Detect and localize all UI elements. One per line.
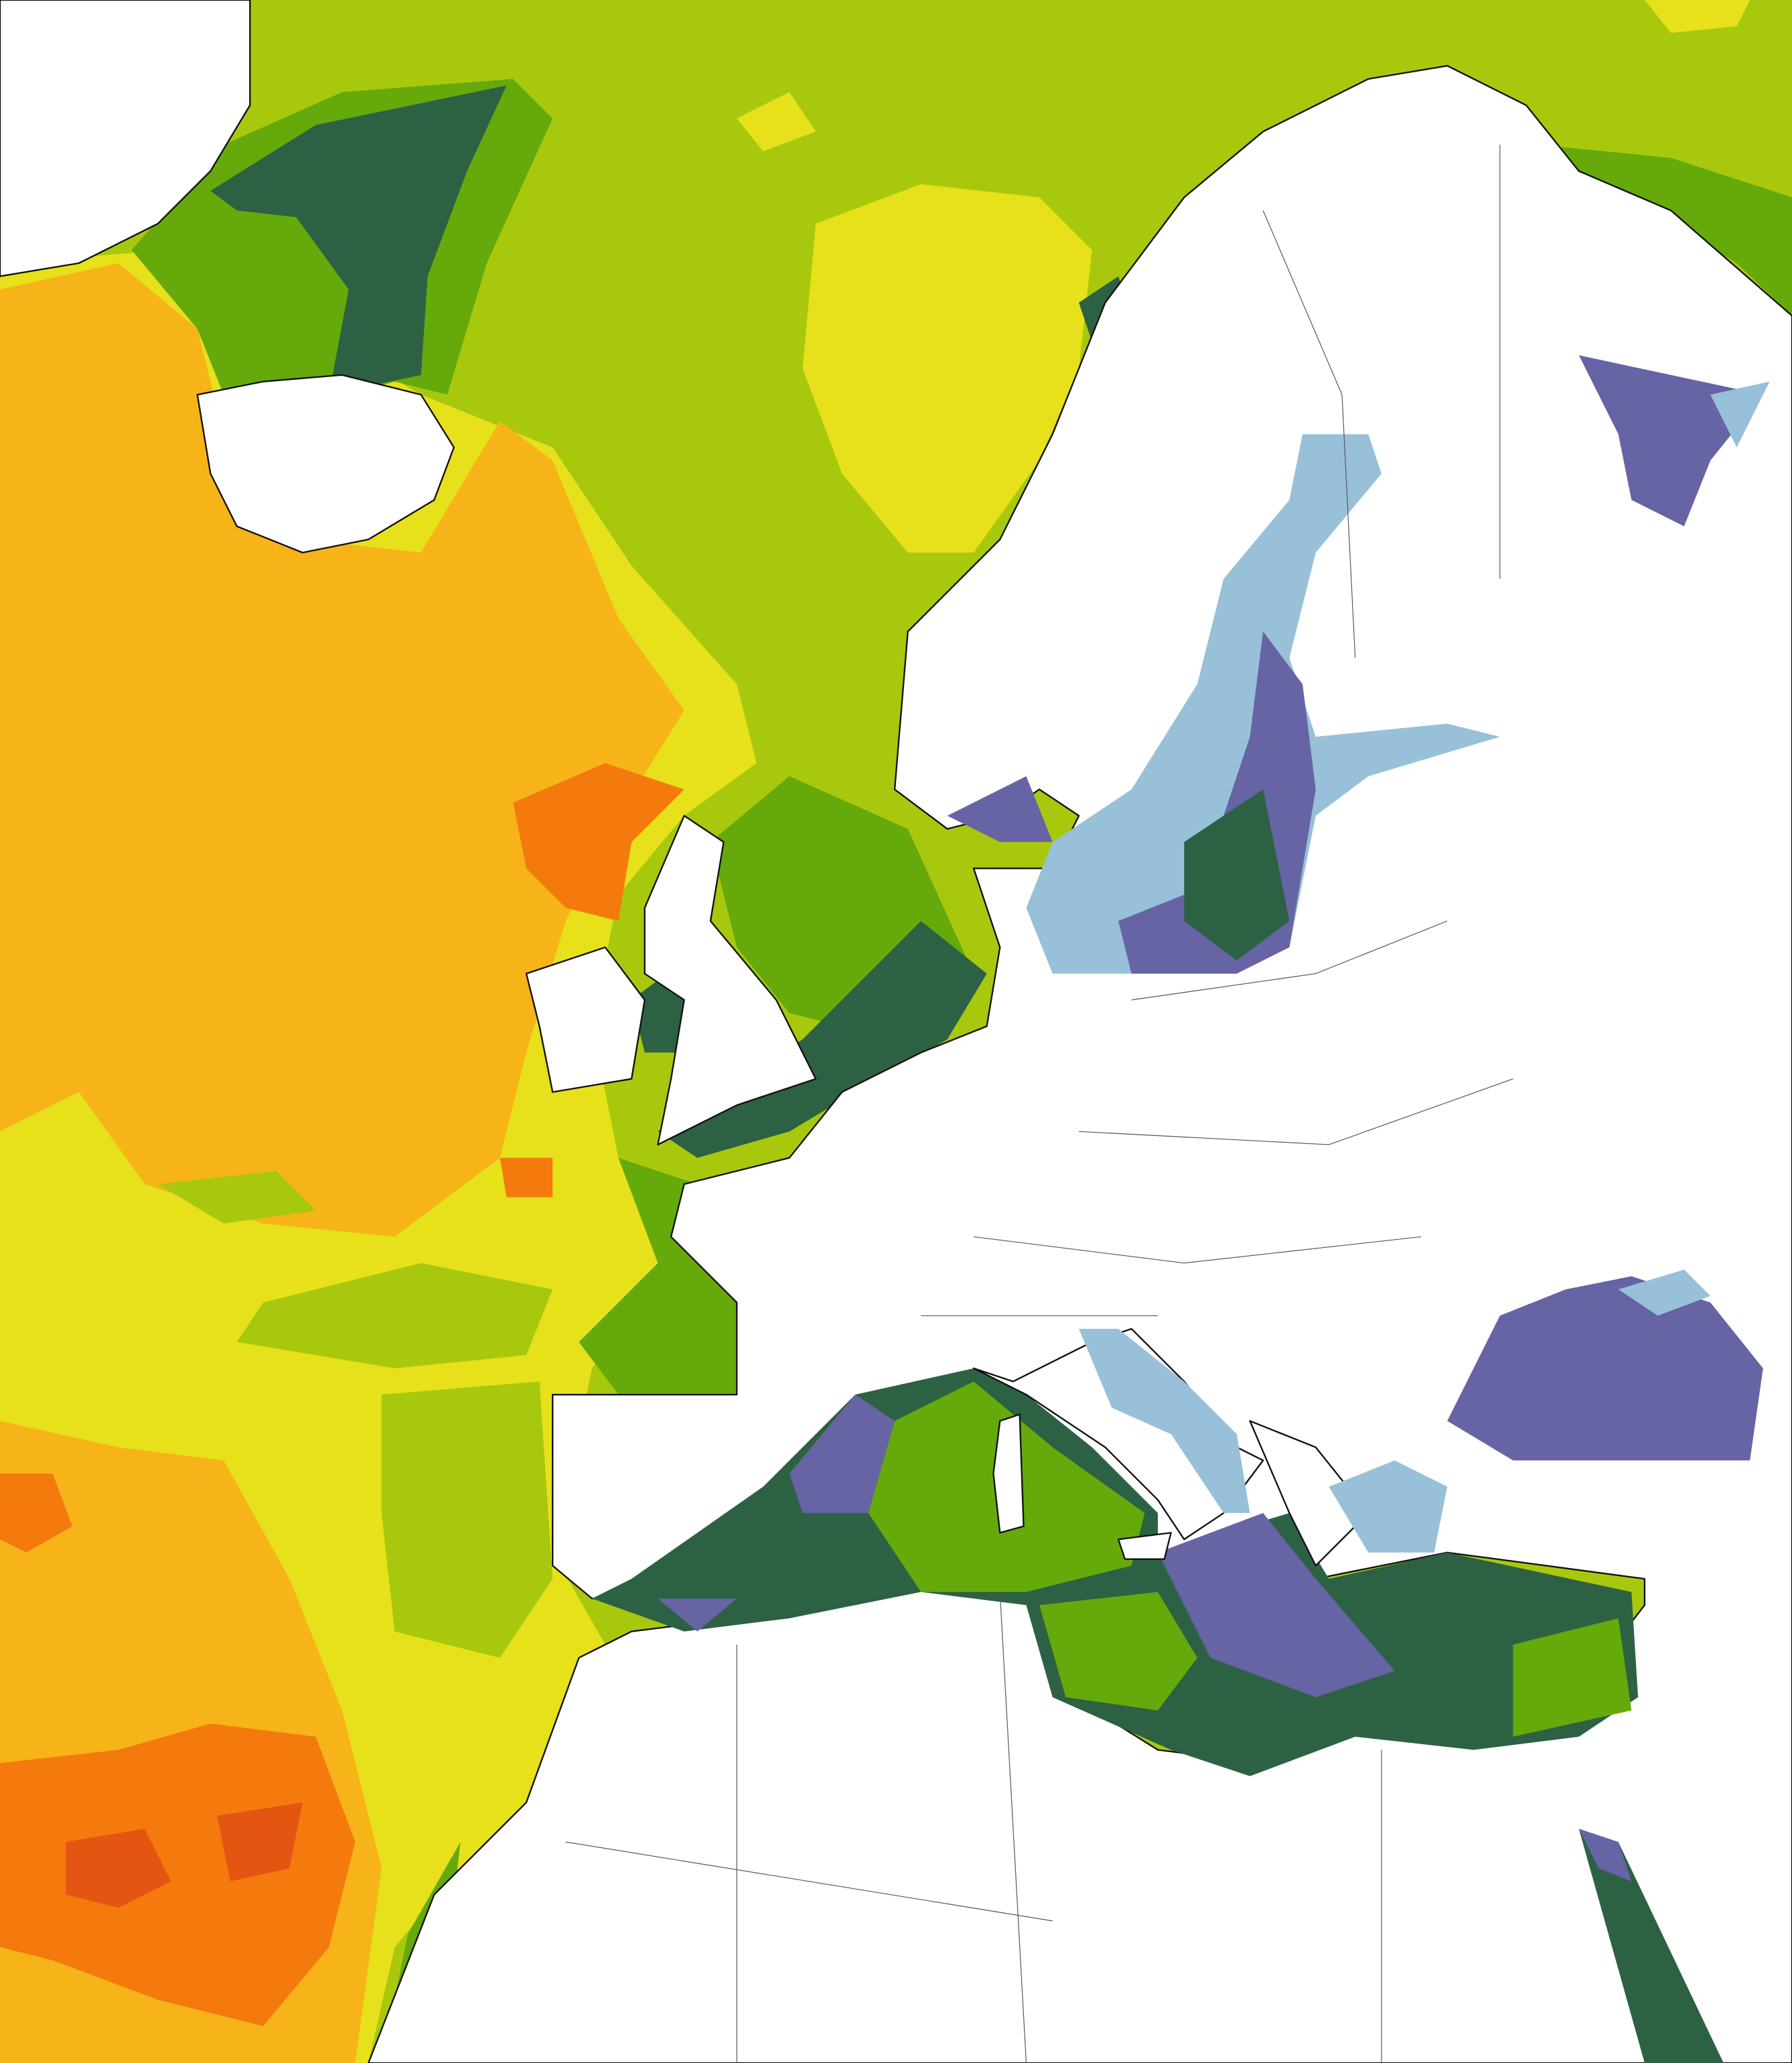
sea-med-purple bbox=[789, 1395, 895, 1513]
sea-adriatic bbox=[1079, 1328, 1250, 1513]
land-greece bbox=[1249, 1420, 1369, 1567]
zone-yellow bbox=[1644, 0, 1750, 33]
zone-green-light bbox=[381, 1381, 553, 1658]
zone-dark-orange bbox=[0, 1474, 73, 1553]
zone-yellow bbox=[737, 92, 816, 151]
sea-aegean bbox=[1329, 1460, 1448, 1553]
sea-red-purple bbox=[1578, 1829, 1632, 1881]
land-greenland bbox=[0, 0, 251, 277]
sea-white-light bbox=[1710, 381, 1770, 447]
zone-dark-green bbox=[210, 85, 507, 395]
sea-red bbox=[1578, 1829, 1724, 2063]
sea-azov bbox=[1618, 1269, 1711, 1316]
land-sicily bbox=[1117, 1532, 1172, 1560]
zone-red-orange bbox=[217, 1802, 303, 1881]
sea-baltic-green bbox=[1184, 789, 1290, 961]
sea-black bbox=[1447, 1276, 1763, 1461]
sea-med-purple bbox=[1157, 1512, 1395, 1697]
sea-med-green bbox=[1513, 1618, 1632, 1737]
zone-green-light bbox=[236, 1263, 553, 1368]
land-iceland bbox=[196, 374, 455, 554]
land-corsica-sardinia bbox=[992, 1413, 1025, 1534]
zone-red-orange bbox=[66, 1829, 171, 1908]
sea-med-purple bbox=[658, 1598, 737, 1632]
sea-skagerrak bbox=[947, 776, 1053, 843]
zone-dark-orange bbox=[0, 1723, 356, 2026]
country-border bbox=[565, 145, 1513, 2063]
land-britain bbox=[644, 814, 817, 1146]
zone-yellow bbox=[802, 184, 1092, 553]
zone-dark-orange bbox=[500, 1157, 553, 1198]
zone-green-light bbox=[157, 1171, 316, 1224]
zone-dark-orange bbox=[513, 763, 684, 921]
zone-orange bbox=[0, 263, 684, 1237]
sea-med-green bbox=[1039, 1591, 1197, 1711]
land-ireland bbox=[525, 946, 646, 1093]
